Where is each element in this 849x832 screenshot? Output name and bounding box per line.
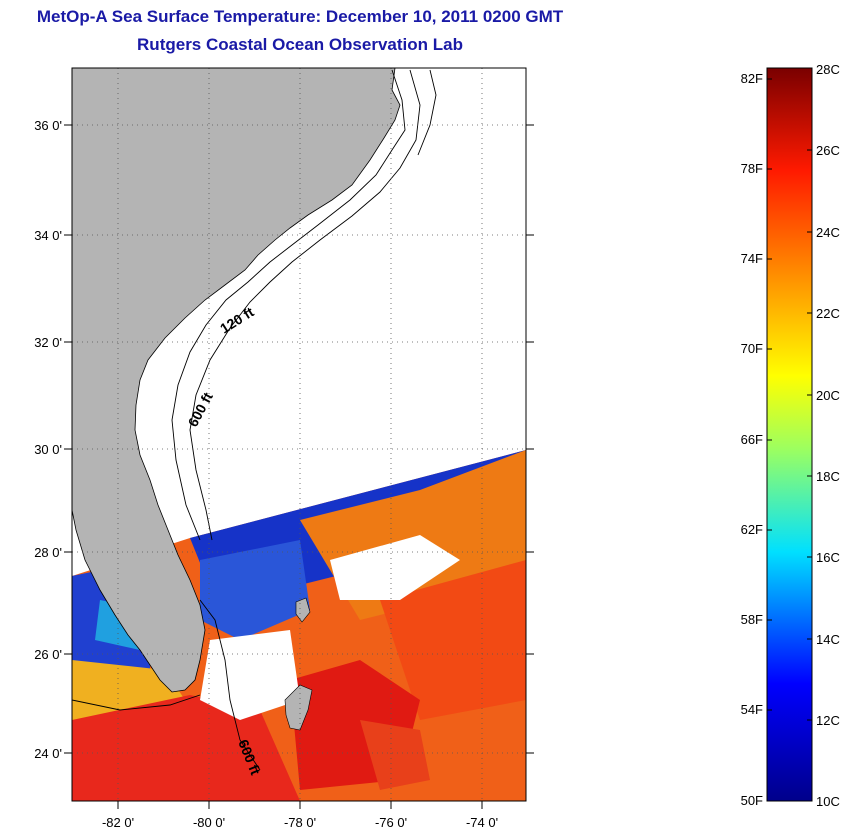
lon-label: -80 0' xyxy=(193,815,225,830)
land xyxy=(72,68,401,693)
lat-label: 30 0' xyxy=(34,442,62,457)
graticule xyxy=(72,68,526,801)
colorbar-c-label: 28C xyxy=(816,62,840,77)
colorbar-f-label: 62F xyxy=(741,522,763,537)
colorbar-f-label: 74F xyxy=(741,251,763,266)
page-title: MetOp-A Sea Surface Temperature: Decembe… xyxy=(36,7,564,26)
colorbar-c-label: 26C xyxy=(816,143,840,158)
map-frame: 120 ft 600 ft 600 ft xyxy=(72,68,526,801)
colorbar-c-label: 18C xyxy=(816,469,840,484)
lon-label: -78 0' xyxy=(284,815,316,830)
colorbar-f-label: 70F xyxy=(741,341,763,356)
page-subtitle: Rutgers Coastal Ocean Observation Lab xyxy=(137,35,463,54)
lat-label: 34 0' xyxy=(34,228,62,243)
island-andros xyxy=(295,597,311,623)
colorbar-ticks xyxy=(767,78,812,721)
map-border xyxy=(71,67,527,802)
colorbar-c-label: 20C xyxy=(816,388,840,403)
colorbar xyxy=(766,67,813,802)
lon-label: -76 0' xyxy=(375,815,407,830)
colorbar-c-label: 16C xyxy=(816,550,840,565)
colorbar-c-label: 22C xyxy=(816,306,840,321)
colorbar-c-label: 24C xyxy=(816,225,840,240)
colorbar-f-label: 58F xyxy=(741,612,763,627)
colorbar-f-label: 78F xyxy=(741,161,763,176)
island-cuba xyxy=(284,684,313,731)
lat-label: 24 0' xyxy=(34,746,62,761)
bathymetry-contours xyxy=(72,69,437,771)
colorbar-c-label: 14C xyxy=(816,632,840,647)
colorbar-c-label: 10C xyxy=(816,794,840,809)
lon-label: -82 0' xyxy=(102,815,134,830)
colorbar-f-label: 66F xyxy=(741,432,763,447)
lat-label: 26 0' xyxy=(34,647,62,662)
colorbar-c-label: 12C xyxy=(816,713,840,728)
lon-label: -74 0' xyxy=(466,815,498,830)
lat-label: 32 0' xyxy=(34,335,62,350)
lat-label: 28 0' xyxy=(34,545,62,560)
lat-label: 36 0' xyxy=(34,118,62,133)
colorbar-f-label: 50F xyxy=(741,793,763,808)
colorbar-f-label: 54F xyxy=(741,702,763,717)
colorbar-f-label: 82F xyxy=(741,71,763,86)
map-ticks xyxy=(64,124,534,809)
